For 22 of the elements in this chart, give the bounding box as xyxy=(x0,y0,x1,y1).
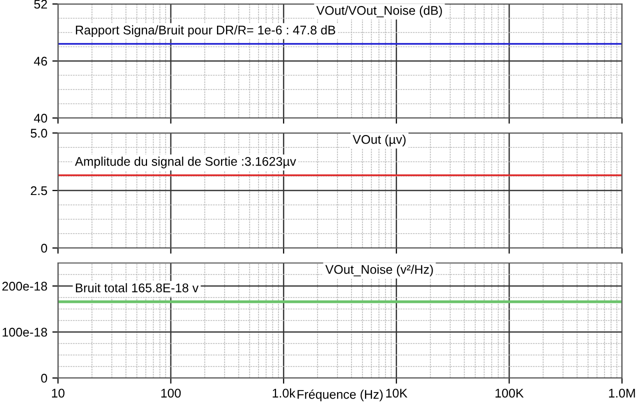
y-tick-label: 0 xyxy=(41,244,48,253)
x-tick-label: 100 xyxy=(161,388,181,398)
chart-title: VOut/VOut_Noise (dB) xyxy=(316,6,442,18)
y-tick-label: 46 xyxy=(34,56,48,66)
y-tick-label: 5.0 xyxy=(30,128,48,138)
ref-line-label: Amplitude du signal de Sortie :3.1623µv xyxy=(74,156,296,168)
x-axis-title: Fréquence (Hz) xyxy=(298,390,383,402)
y-tick-label: 2.5 xyxy=(30,186,48,196)
x-tick-label: 1.0M xyxy=(609,388,635,398)
x-tick-label: 1.0k xyxy=(272,388,296,398)
chart-title: VOut (µv) xyxy=(352,134,406,146)
ref-line-label: Rapport Signa/Bruit pour DR/R= 1e-6 : 47.8 dB xyxy=(76,25,336,37)
y-tick-label: 200e-18 xyxy=(2,282,48,291)
y-tick-label: 100e-18 xyxy=(2,328,48,337)
y-tick-label: 40 xyxy=(34,114,48,123)
ref-line-label: Bruit total 165.8E-18 v xyxy=(76,283,199,292)
x-tick-label: 10 xyxy=(52,388,64,398)
x-tick-label: 100K xyxy=(496,388,524,398)
x-tick-label: 10K xyxy=(386,388,408,398)
y-tick-label: 52 xyxy=(34,0,47,9)
chart-title: VOut_Noise (v²/Hz) xyxy=(325,264,433,276)
y-tick-label: 0 xyxy=(41,374,48,383)
